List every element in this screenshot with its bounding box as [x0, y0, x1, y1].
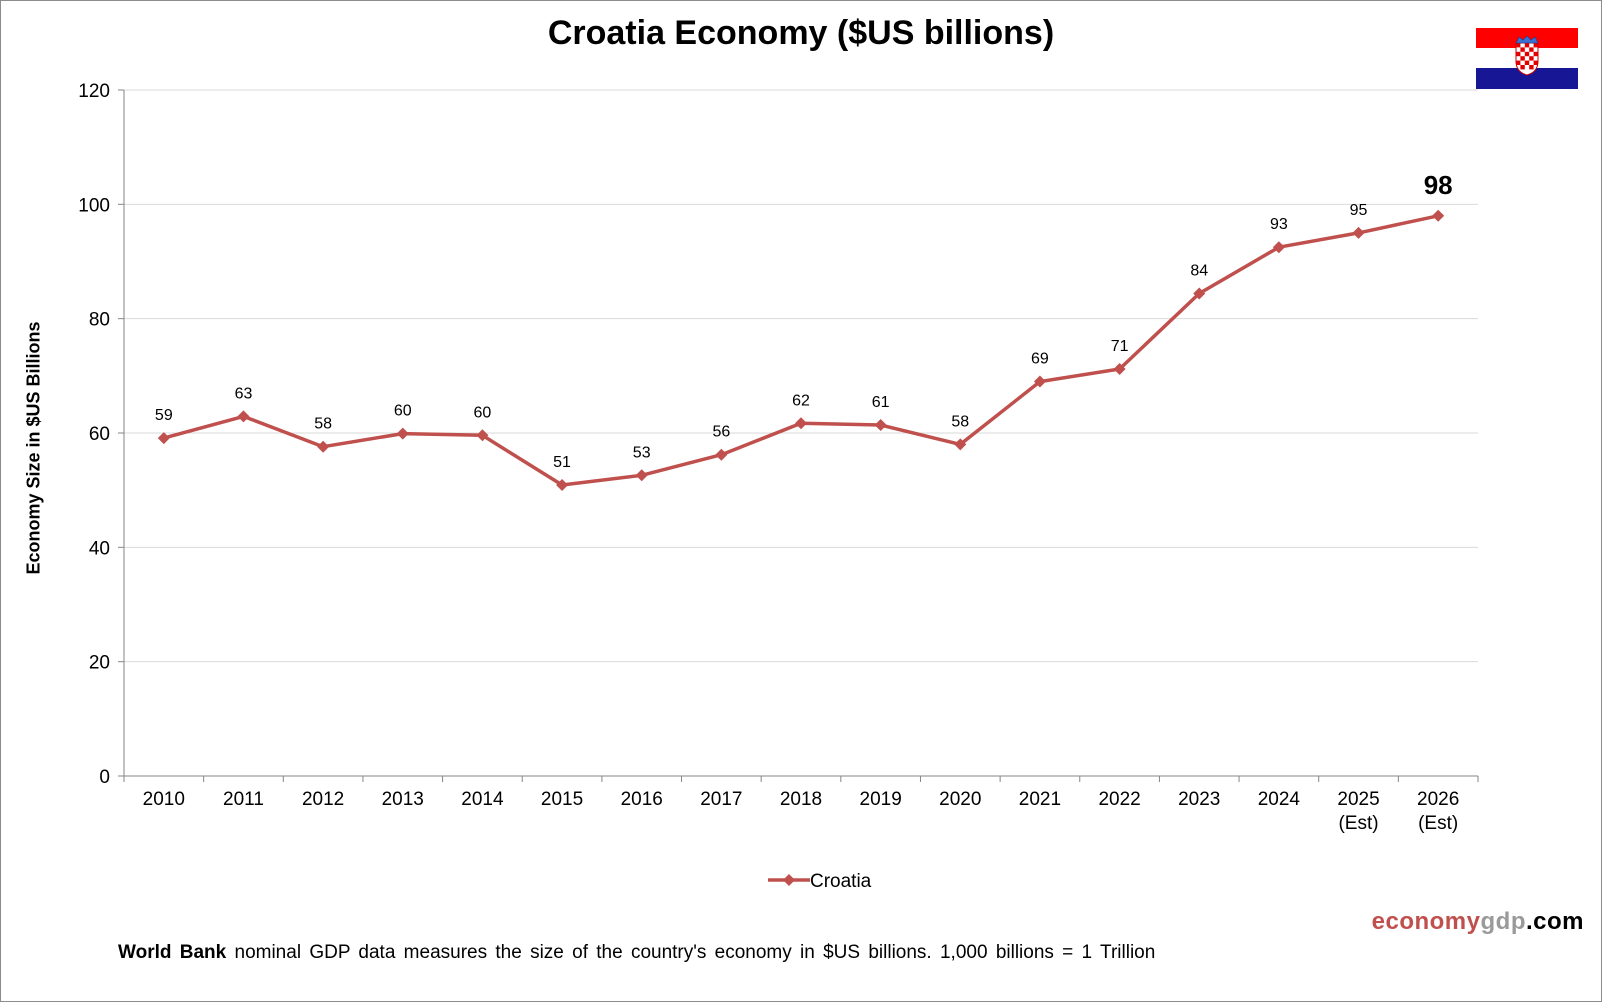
x-tick-label: 2022 — [1098, 789, 1140, 810]
data-point — [317, 440, 330, 453]
x-tick-label: (Est) — [1338, 813, 1378, 834]
data-label: 51 — [553, 454, 571, 471]
data-point — [396, 427, 409, 440]
data-label: 63 — [235, 385, 253, 402]
y-tick-label: 100 — [78, 195, 110, 216]
y-tick-label: 20 — [89, 653, 110, 674]
coat-of-arms-icon — [1515, 35, 1539, 76]
x-tick-label: 2024 — [1258, 789, 1301, 810]
data-point — [635, 469, 648, 482]
y-tick-label: 60 — [89, 424, 110, 445]
x-tick-label: 2020 — [939, 789, 981, 810]
x-tick-label: 2013 — [382, 789, 424, 810]
y-tick-label: 120 — [78, 81, 110, 102]
x-tick-label: 2023 — [1178, 789, 1220, 810]
legend-marker — [783, 874, 795, 886]
croatia-flag-icon — [1476, 28, 1578, 89]
x-tick-label: (Est) — [1418, 813, 1458, 834]
data-label: 61 — [872, 394, 890, 411]
data-label: 62 — [792, 392, 810, 409]
y-tick-label: 80 — [89, 310, 110, 331]
data-point — [1272, 241, 1285, 254]
chart-title: Croatia Economy ($US billions) — [547, 14, 1055, 52]
data-label: 93 — [1270, 216, 1288, 233]
source-name: World Bank — [118, 942, 227, 963]
data-point — [157, 432, 170, 445]
data-point — [1432, 209, 1445, 222]
data-point — [556, 479, 569, 492]
data-point — [874, 418, 887, 431]
x-tick-label: 2015 — [541, 789, 583, 810]
x-tick-label: 2025 — [1337, 789, 1379, 810]
x-tick-label: 2016 — [621, 789, 663, 810]
data-point — [1193, 287, 1206, 300]
data-label: 69 — [1031, 351, 1049, 368]
legend-label: Croatia — [810, 871, 872, 892]
data-label: 56 — [712, 424, 730, 441]
data-label: 59 — [155, 407, 173, 424]
brand-logo: economygdp.com — [1371, 908, 1584, 935]
x-tick-label: 2018 — [780, 789, 822, 810]
data-point — [1033, 375, 1046, 388]
x-tick-label: 2017 — [700, 789, 742, 810]
data-label: 71 — [1111, 338, 1129, 355]
x-tick-label: 2012 — [302, 789, 344, 810]
x-tick-label: 2021 — [1019, 789, 1061, 810]
data-label: 53 — [633, 444, 651, 461]
data-label: 58 — [951, 413, 969, 430]
x-tick-label: 2019 — [860, 789, 902, 810]
data-point — [476, 429, 489, 442]
data-point — [795, 417, 807, 430]
data-point — [237, 410, 250, 423]
x-tick-label: 2014 — [461, 789, 504, 810]
y-tick-label: 0 — [99, 767, 110, 788]
data-label: 84 — [1190, 263, 1208, 280]
series-line-croatia — [163, 214, 1439, 487]
data-label: 60 — [474, 404, 492, 421]
y-tick-label: 40 — [89, 538, 110, 559]
data-point — [954, 438, 967, 451]
x-tick-label: 2011 — [223, 789, 264, 810]
data-label: 95 — [1350, 202, 1368, 219]
data-point — [1113, 362, 1126, 375]
data-point — [1352, 226, 1365, 239]
data-label: 60 — [394, 403, 412, 420]
data-point — [715, 448, 728, 461]
data-label: 98 — [1424, 170, 1453, 200]
x-tick-label: 2010 — [143, 789, 185, 810]
data-label: 58 — [314, 416, 332, 433]
x-tick-label: 2026 — [1417, 789, 1459, 810]
source-note: World Bank nominal GDP data measures the… — [118, 942, 1155, 964]
source-note-text: nominal GDP data measures the size of th… — [226, 942, 1156, 963]
